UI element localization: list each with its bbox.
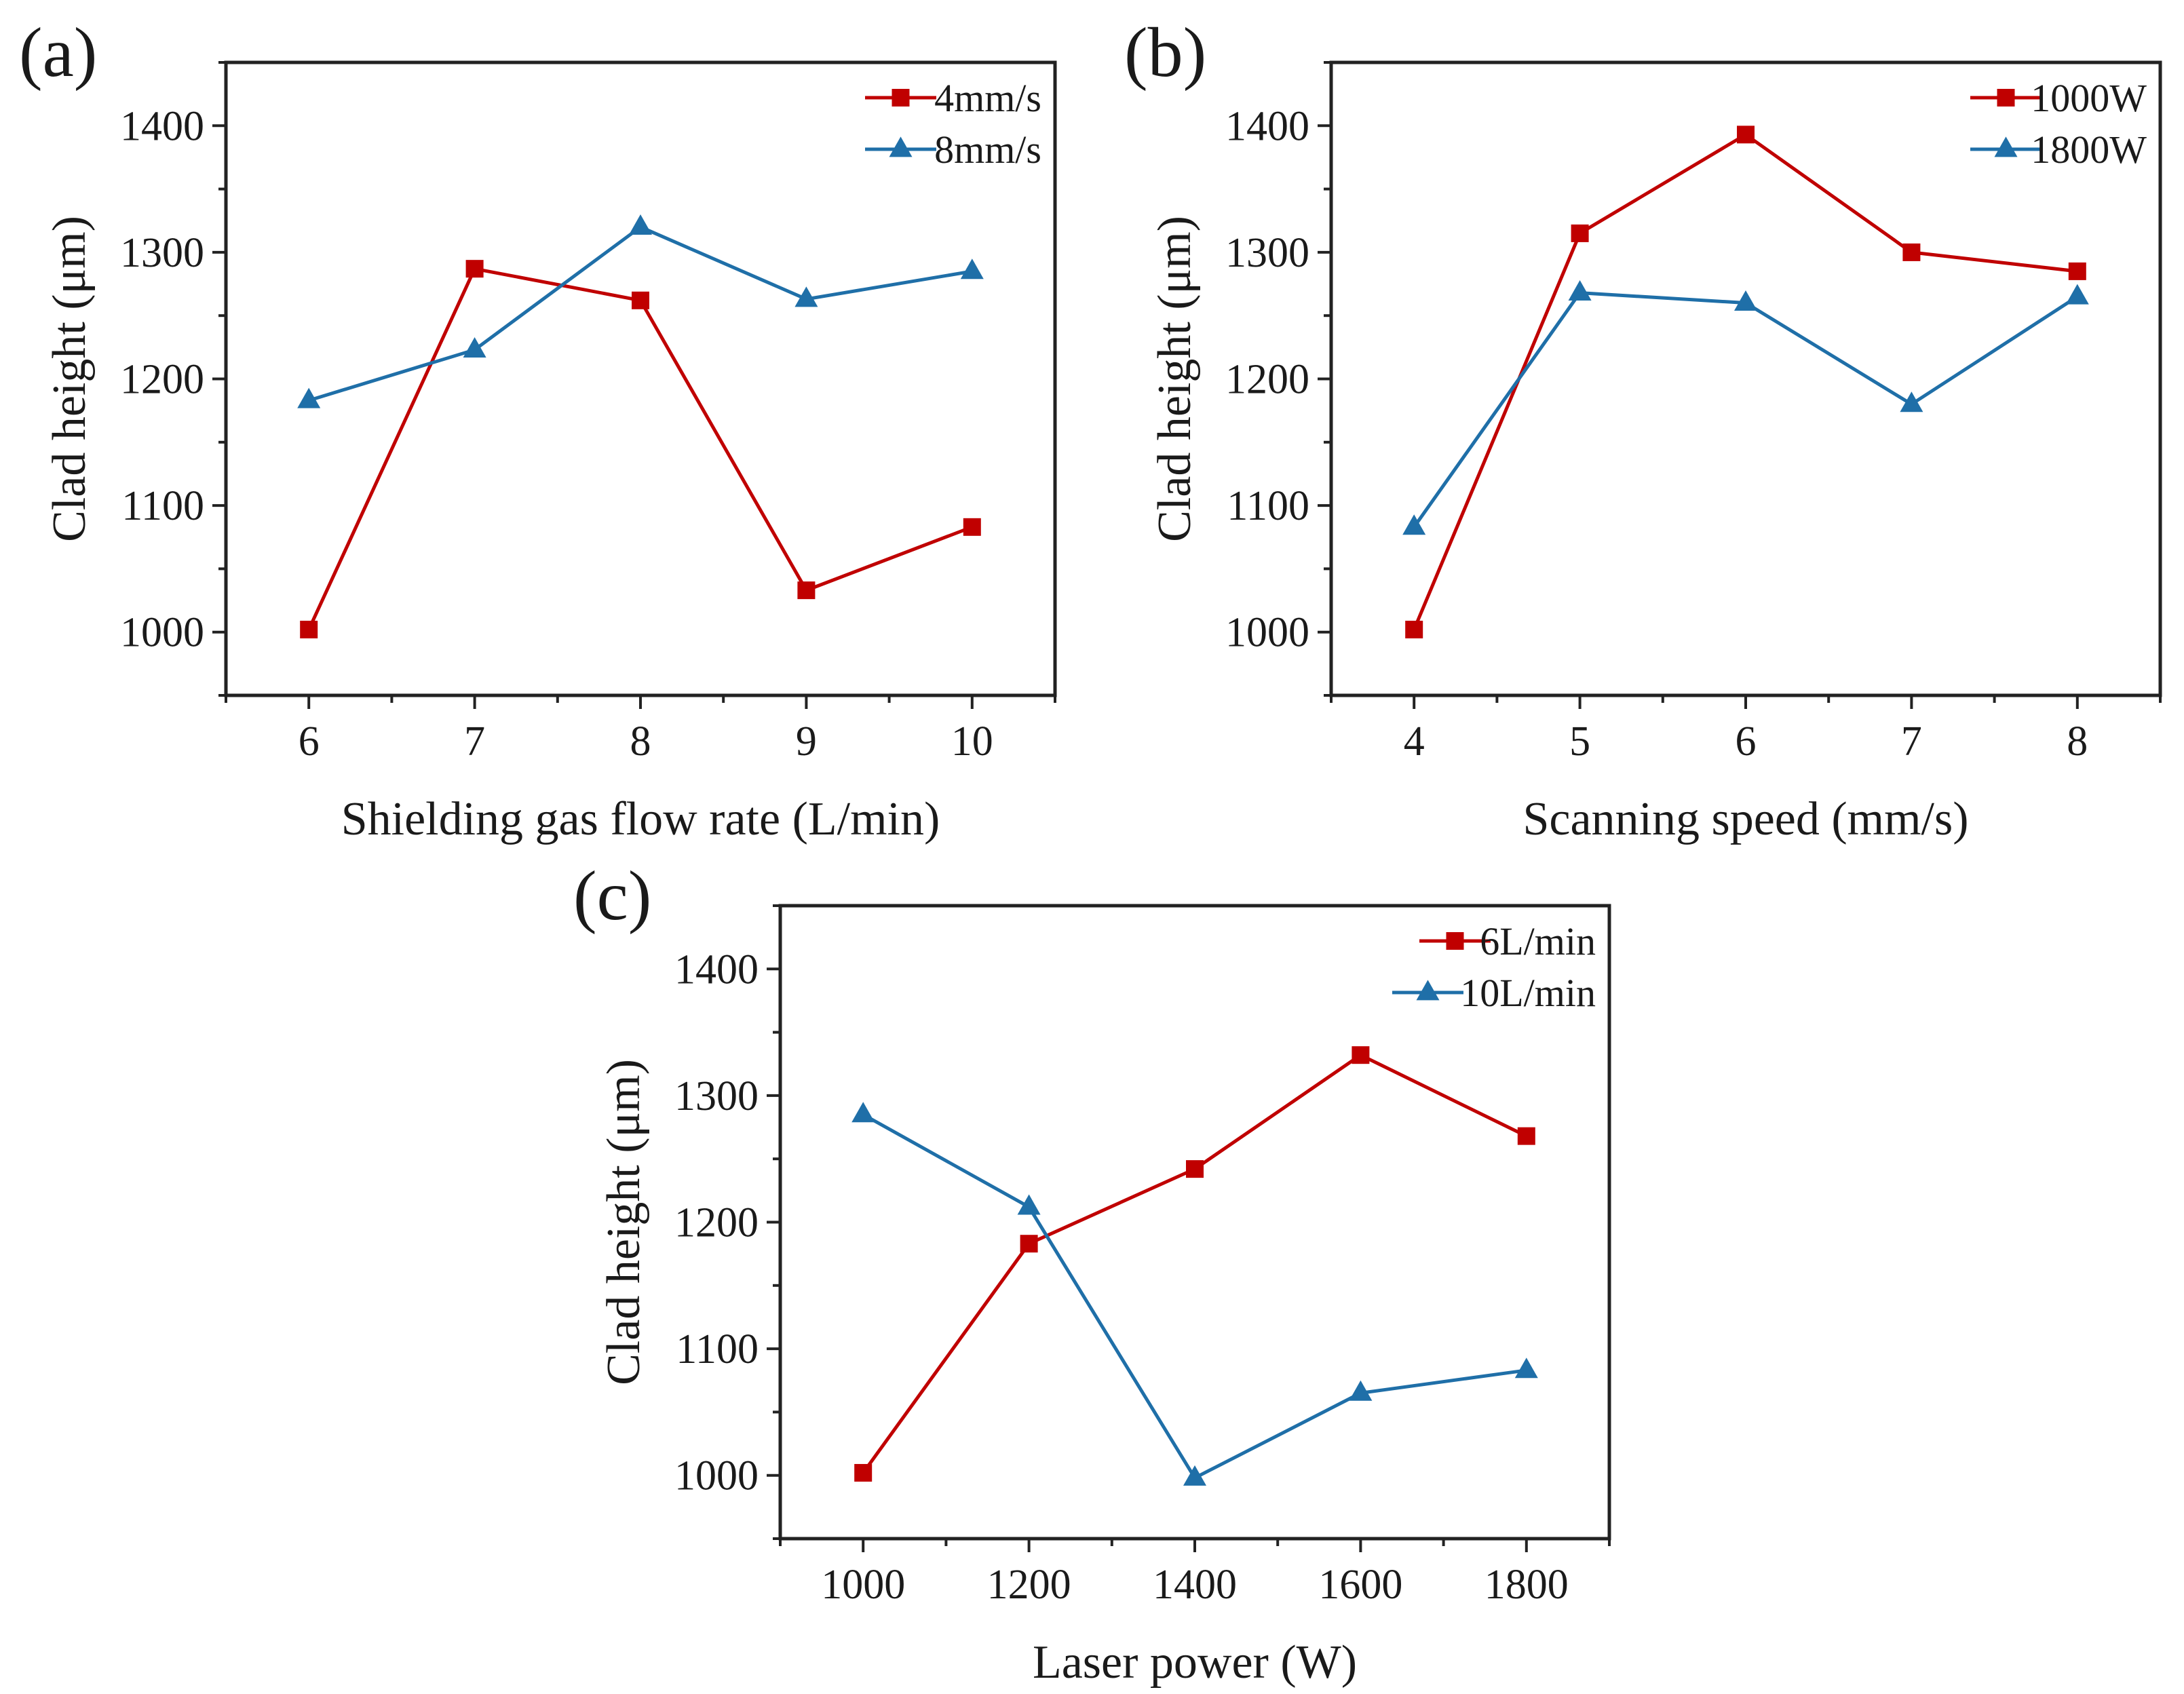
y-axis-title: Clad height (μm) [1149, 216, 1201, 542]
x-axis-title: Laser power (W) [1033, 1636, 1357, 1689]
legend-label: 1000W [2031, 76, 2147, 120]
x-tick-label: 1600 [1318, 1562, 1402, 1608]
data-point [854, 1463, 873, 1482]
legend-marker [1446, 932, 1464, 950]
data-point [463, 336, 486, 358]
legend-marker [892, 89, 910, 107]
data-point [297, 387, 321, 408]
x-tick-label: 8 [2067, 718, 2088, 765]
series-1000W [1405, 126, 2086, 638]
data-point [1517, 1127, 1535, 1145]
legend-marker [1997, 89, 2015, 107]
y-tick-label: 1300 [674, 1073, 759, 1119]
y-tick-label: 1400 [120, 103, 204, 149]
y-tick-label: 1100 [121, 483, 204, 529]
legend: 4mm/s 8mm/s [865, 76, 1041, 172]
data-point [1402, 514, 1426, 535]
y-tick-label: 1000 [120, 610, 204, 656]
data-point [1017, 1194, 1041, 1215]
legend-label: 6L/min [1480, 919, 1596, 963]
y-tick-label: 1000 [1225, 610, 1309, 656]
y-tick-label: 1100 [1227, 483, 1309, 529]
y-tick-label: 1400 [674, 946, 759, 993]
data-point [1737, 126, 1755, 144]
series-8mm/s [297, 214, 984, 408]
series-10L/min [851, 1102, 1538, 1486]
data-point [963, 518, 981, 536]
y-tick-label: 1300 [120, 230, 204, 276]
x-tick-label: 5 [1569, 718, 1590, 765]
data-point [1186, 1160, 1204, 1178]
x-tick-label: 1000 [821, 1562, 905, 1608]
data-point [1352, 1046, 1370, 1064]
y-tick-label: 1300 [1225, 230, 1309, 276]
data-point [1902, 243, 1921, 261]
legend: 1000W 1800W [1970, 76, 2147, 172]
x-tick-label: 1800 [1484, 1562, 1569, 1608]
x-tick-label: 7 [464, 718, 485, 765]
y-tick-label: 1000 [674, 1453, 759, 1499]
x-tick-label: 8 [630, 718, 651, 765]
x-tick-label: 1400 [1153, 1562, 1237, 1608]
legend-marker [889, 136, 913, 157]
legend-marker [1994, 136, 2018, 157]
legend-label: 8mm/s [934, 128, 1041, 172]
data-point [797, 581, 816, 600]
data-point [1020, 1235, 1038, 1253]
legend: 6L/min 10L/min [1392, 919, 1596, 1015]
x-tick-label: 4 [1404, 718, 1425, 765]
x-tick-label: 6 [299, 718, 320, 765]
series-1800W [1402, 280, 2089, 535]
data-point [1349, 1380, 1373, 1401]
legend-label: 4mm/s [934, 76, 1041, 120]
panel-label: (a) [19, 14, 97, 92]
y-tick-label: 1200 [674, 1200, 759, 1246]
y-tick-label: 1400 [1225, 103, 1309, 149]
x-axis-title: Scanning speed (mm/s) [1522, 793, 1968, 845]
y-tick-label: 1200 [1225, 357, 1309, 403]
y-tick-label: 1200 [120, 357, 204, 403]
legend-marker [1416, 980, 1440, 1001]
data-point [1734, 290, 1757, 311]
data-point [300, 620, 318, 638]
x-axis-title: Shielding gas flow rate (L/min) [341, 793, 940, 845]
data-point [1568, 280, 1592, 301]
chart-panel-c: (c) 1000 1100 1200 1300 1400 1000 1200 1400 1600 1… [573, 857, 1611, 1689]
x-tick-label: 7 [1901, 718, 1922, 765]
data-point [960, 258, 984, 280]
chart-panel-b: (b) 1000 1100 1200 1300 1400 4 5 6 7 8 Scanning spe… [1124, 14, 2162, 845]
data-point [2068, 262, 2086, 280]
x-tick-label: 9 [796, 718, 817, 765]
y-tick-label: 1100 [676, 1326, 759, 1372]
data-point [1571, 224, 1589, 242]
series-6L/min [854, 1046, 1535, 1482]
data-point [1405, 620, 1423, 638]
y-axis-title: Clad height (μm) [43, 216, 96, 542]
data-point [1900, 391, 1923, 412]
data-point [2065, 284, 2089, 305]
panel-label: (b) [1124, 14, 1206, 92]
data-point [629, 214, 652, 235]
data-point [851, 1102, 875, 1123]
data-point [794, 286, 818, 307]
x-tick-label: 1200 [987, 1562, 1071, 1608]
x-tick-label: 6 [1736, 718, 1757, 765]
data-point [465, 260, 484, 278]
y-axis-title: Clad height (μm) [598, 1059, 650, 1385]
legend-label: 1800W [2031, 128, 2147, 172]
panel-label: (c) [573, 857, 651, 935]
data-point [632, 291, 649, 309]
series-4mm/s [300, 260, 981, 638]
x-tick-label: 10 [951, 718, 993, 765]
data-point [1183, 1465, 1206, 1486]
data-point [1514, 1358, 1538, 1379]
legend-label: 10L/min [1460, 971, 1596, 1015]
